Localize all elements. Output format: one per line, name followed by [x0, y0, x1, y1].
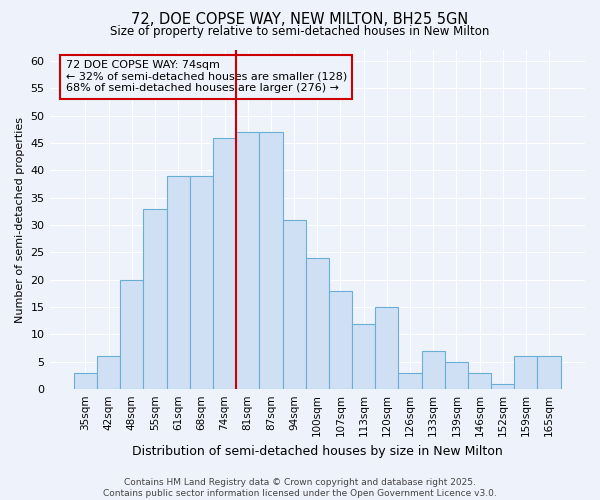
Bar	[305, 258, 329, 389]
Bar	[445, 362, 468, 389]
Bar	[468, 373, 491, 389]
Bar	[422, 351, 445, 389]
Text: 72 DOE COPSE WAY: 74sqm
← 32% of semi-detached houses are smaller (128)
68% of s: 72 DOE COPSE WAY: 74sqm ← 32% of semi-de…	[65, 60, 347, 94]
Bar	[74, 373, 97, 389]
Bar	[120, 280, 143, 389]
Bar	[190, 176, 213, 389]
Bar	[143, 208, 167, 389]
Bar	[375, 307, 398, 389]
Y-axis label: Number of semi-detached properties: Number of semi-detached properties	[15, 116, 25, 322]
Bar	[491, 384, 514, 389]
Bar	[329, 290, 352, 389]
X-axis label: Distribution of semi-detached houses by size in New Milton: Distribution of semi-detached houses by …	[132, 444, 503, 458]
Bar	[398, 373, 422, 389]
Bar	[352, 324, 375, 389]
Bar	[283, 220, 305, 389]
Bar	[514, 356, 538, 389]
Bar	[97, 356, 120, 389]
Text: 72, DOE COPSE WAY, NEW MILTON, BH25 5GN: 72, DOE COPSE WAY, NEW MILTON, BH25 5GN	[131, 12, 469, 28]
Text: Size of property relative to semi-detached houses in New Milton: Size of property relative to semi-detach…	[110, 25, 490, 38]
Bar	[167, 176, 190, 389]
Text: Contains HM Land Registry data © Crown copyright and database right 2025.
Contai: Contains HM Land Registry data © Crown c…	[103, 478, 497, 498]
Bar	[213, 138, 236, 389]
Bar	[538, 356, 560, 389]
Bar	[236, 132, 259, 389]
Bar	[259, 132, 283, 389]
